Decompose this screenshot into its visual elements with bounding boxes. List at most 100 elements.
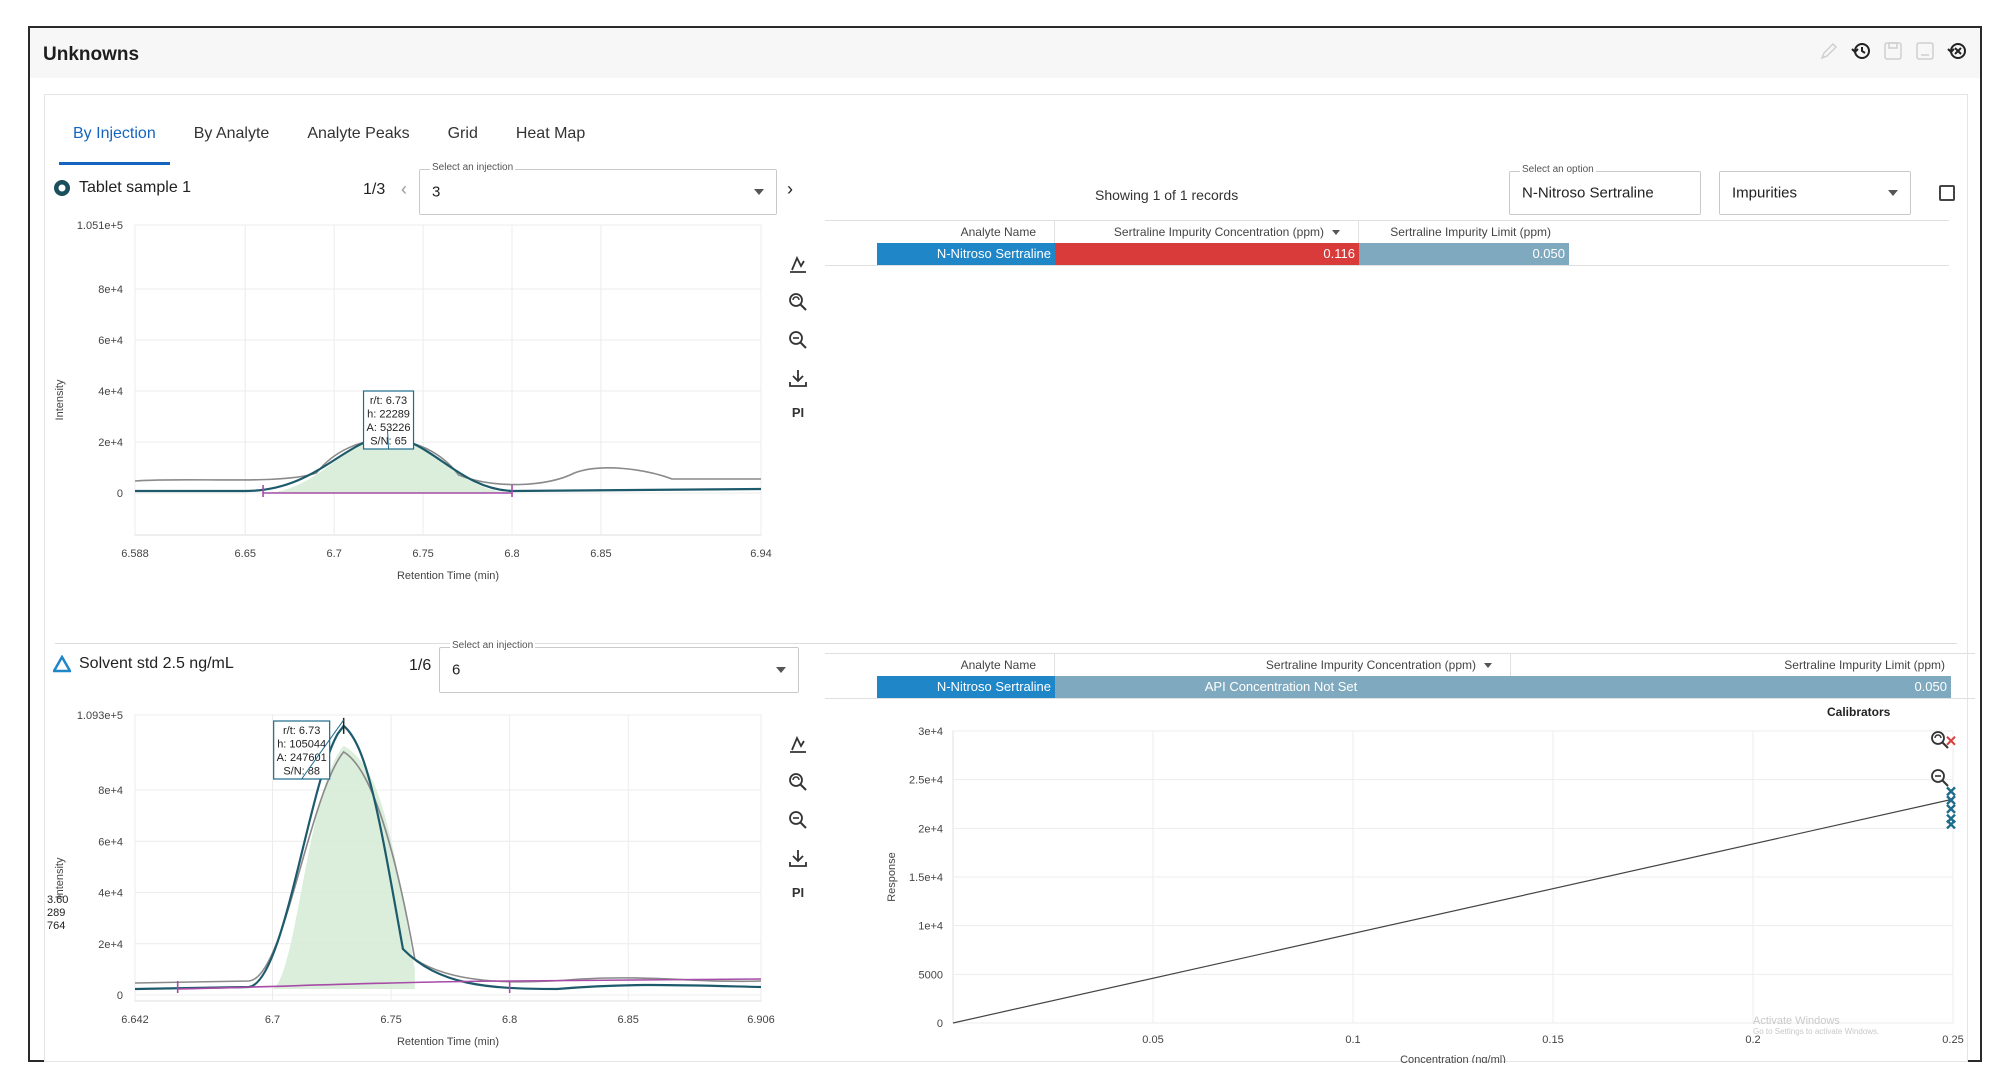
y-tick-label: 8e+4 <box>98 284 123 296</box>
injection-select-value: 6 <box>452 661 461 679</box>
col-header-concentration-label: Sertraline Impurity Concentration (ppm) <box>1113 225 1324 239</box>
col-header-limit[interactable]: Sertraline Impurity Limit (ppm) <box>1390 225 1551 239</box>
records-count: Showing 1 of 1 records <box>1095 187 1239 203</box>
cell-limit[interactable]: 0.050 <box>1359 243 1569 265</box>
y-tick-label: 1.093e+5 <box>77 710 123 722</box>
tab-bar: By Injection By Analyte Analyte Peaks Gr… <box>59 125 609 165</box>
analyte-option-select[interactable]: Select an option N-Nitroso Sertraline <box>1509 164 1701 215</box>
peak-area <box>263 436 513 493</box>
col-header-concentration-label: Sertraline Impurity Concentration (ppm) <box>1265 658 1476 672</box>
sort-caret-icon[interactable] <box>1484 663 1492 669</box>
col-header-concentration[interactable]: Sertraline Impurity Concentration (ppm) <box>1055 221 1359 243</box>
y-tick-label: 1.051e+5 <box>77 220 123 232</box>
zoom-out-icon[interactable] <box>787 807 809 833</box>
zoom-out-icon[interactable] <box>787 327 809 353</box>
cell-concentration[interactable]: 0.116 <box>1055 243 1359 265</box>
zoom-reset-icon[interactable] <box>1929 727 1951 753</box>
chart-tools-top: PI <box>787 251 809 423</box>
x-tick-label: 6.906 <box>747 1014 775 1026</box>
activation-watermark: Activate Windows Go to Settings to activ… <box>1753 1015 1879 1036</box>
y-tick-label: 1.5e+4 <box>909 872 943 884</box>
sample-marker-triangle-icon[interactable] <box>53 655 71 673</box>
cell-concentration[interactable]: API Concentration Not Set <box>1055 676 1511 698</box>
clipped-label: 3.60 <box>47 894 68 906</box>
trace-reference <box>134 438 761 486</box>
x-tick-label: 6.75 <box>412 548 433 560</box>
trace-analyte <box>134 724 762 991</box>
chevron-right-icon[interactable]: › <box>787 179 793 199</box>
y-axis-label: Intensity <box>54 857 66 898</box>
y-tick-label: 0 <box>117 990 123 1002</box>
injection-select[interactable]: Select an injection 3 <box>419 162 777 215</box>
y-tick-label: 2e+4 <box>918 823 943 835</box>
auto-scale-icon[interactable] <box>787 251 809 277</box>
cell-analyte-name[interactable]: N-Nitroso Sertraline <box>877 676 1055 698</box>
y-tick-label: 8e+4 <box>98 785 123 797</box>
col-header-analyte[interactable]: Analyte Name <box>877 221 1055 243</box>
category-select[interactable]: Impurities <box>1719 171 1911 215</box>
tab-heat-map[interactable]: Heat Map <box>515 125 586 142</box>
x-axis-label: Retention Time (min) <box>397 1036 499 1048</box>
chevron-left-icon[interactable]: ‹ <box>401 179 407 199</box>
tooltip-connector <box>301 719 345 780</box>
zoom-reset-icon[interactable] <box>787 289 809 315</box>
injection-select-value: 3 <box>432 183 441 201</box>
tab-analyte-peaks[interactable]: Analyte Peaks <box>307 125 410 142</box>
col-header-concentration[interactable]: Sertraline Impurity Concentration (ppm) <box>1055 654 1511 676</box>
x-tick-label: 6.588 <box>121 548 149 560</box>
results-table-bottom: Analyte Name Sertraline Impurity Concent… <box>825 653 1975 699</box>
save-icon[interactable] <box>1882 40 1904 62</box>
col-header-analyte[interactable]: Analyte Name <box>877 654 1055 676</box>
download-icon[interactable] <box>787 845 809 871</box>
y-tick-label: 6e+4 <box>98 836 123 848</box>
cell-analyte-name[interactable]: N-Nitroso Sertraline <box>877 243 1055 265</box>
toolbar <box>1818 40 1968 62</box>
y-tick-label: 0 <box>117 488 123 500</box>
peak-integration-button[interactable]: PI <box>791 885 805 900</box>
chevron-down-icon <box>776 667 786 673</box>
sample-marker-circle-icon[interactable] <box>53 179 71 197</box>
tooltip-line: r/t: 6.73 <box>283 725 320 737</box>
main-panel: By Injection By Analyte Analyte Peaks Gr… <box>44 94 1975 1063</box>
history-icon[interactable] <box>1850 40 1872 62</box>
zoom-out-icon[interactable] <box>1929 765 1951 791</box>
zoom-reset-icon[interactable] <box>787 769 809 795</box>
injection-select[interactable]: Select an injection 6 <box>439 640 799 693</box>
tab-by-analyte[interactable]: By Analyte <box>193 125 270 142</box>
save-as-icon[interactable] <box>1914 40 1936 62</box>
calibrator-point <box>1946 795 1956 805</box>
x-tick-label: 0.15 <box>1542 1034 1563 1046</box>
chevron-down-icon <box>1888 190 1898 196</box>
sort-caret-icon[interactable] <box>1332 230 1340 236</box>
calibration-title: Calibrators <box>1827 705 1891 719</box>
analyte-option-label: Select an option <box>1520 164 1596 175</box>
chromatogram-top[interactable]: 1.051e+5 8e+4 6e+4 4e+4 2e+4 0 6.588 6.65 6.7 6.7… <box>45 205 825 641</box>
auto-scale-icon[interactable] <box>787 731 809 757</box>
y-tick-label: 2e+4 <box>98 437 123 449</box>
calibration-curve[interactable]: 3e+4 2.5e+4 2e+4 1.5e+4 1e+4 5000 0 0.05 0.1 0.15… <box>825 715 1969 1063</box>
tab-grid[interactable]: Grid <box>447 125 478 142</box>
y-tick-label: 6e+4 <box>98 335 123 347</box>
pencil-icon[interactable] <box>1818 40 1840 62</box>
sample-label: Solvent std 2.5 ng/mL <box>79 655 234 672</box>
peak-integration-button[interactable]: PI <box>791 405 805 420</box>
tooltip-line: S/N: 88 <box>283 766 320 778</box>
x-tick-label: 0.2 <box>1745 1034 1760 1046</box>
select-all-checkbox[interactable] <box>1939 185 1955 201</box>
x-tick-label: 6.85 <box>618 1014 639 1026</box>
calibrator-point <box>1946 819 1956 830</box>
col-header-limit[interactable]: Sertraline Impurity Limit (ppm) <box>1784 658 1945 672</box>
close-history-icon[interactable] <box>1946 40 1968 62</box>
title-bar: Unknowns <box>30 28 1980 78</box>
sample-header-bottom: Solvent std 2.5 ng/mL <box>53 655 234 673</box>
analyte-option-value: N-Nitroso Sertraline <box>1522 184 1654 202</box>
chromatogram-bottom[interactable]: 1.093e+5 8e+4 6e+4 4e+4 2e+4 0 6.642 6.7 6.75 6.8… <box>45 695 825 1067</box>
chevron-down-icon <box>754 189 764 195</box>
excluded-calibrator-point <box>1946 736 1956 746</box>
download-icon[interactable] <box>787 365 809 391</box>
injection-select-label: Select an injection <box>430 162 516 173</box>
cell-limit[interactable]: 0.050 <box>1511 676 1951 698</box>
tab-by-injection[interactable]: By Injection <box>59 125 170 165</box>
x-tick-label: 6.8 <box>504 548 519 560</box>
x-tick-label: 6.75 <box>380 1014 401 1026</box>
